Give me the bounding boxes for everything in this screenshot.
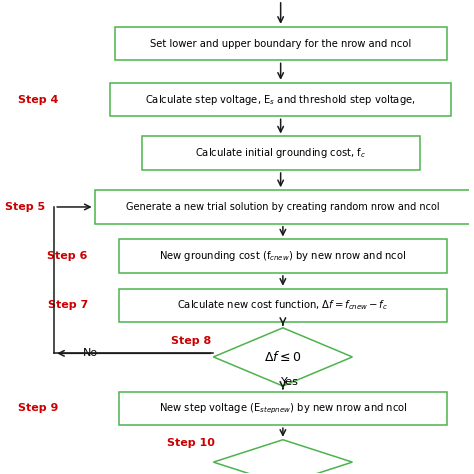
Polygon shape (213, 440, 352, 474)
Text: Step 8: Step 8 (171, 336, 211, 346)
FancyBboxPatch shape (119, 239, 447, 273)
FancyBboxPatch shape (119, 289, 447, 322)
Text: No: No (82, 348, 98, 358)
Text: Generate a new trial solution by creating random nrow and ncol: Generate a new trial solution by creatin… (126, 202, 440, 212)
Text: Step 10: Step 10 (167, 438, 215, 448)
Text: Step 4: Step 4 (18, 94, 59, 105)
Text: Calculate new cost function, $\Delta f = f_{cnew} - f_c$: Calculate new cost function, $\Delta f =… (177, 299, 389, 312)
Text: New grounding cost (f$_{cnew}$) by new nrow and ncol: New grounding cost (f$_{cnew}$) by new n… (159, 249, 407, 263)
Text: Calculate step voltage, E$_s$ and threshold step voltage,: Calculate step voltage, E$_s$ and thresh… (145, 92, 416, 107)
Text: Step 7: Step 7 (47, 301, 88, 310)
Text: Set lower and upper boundary for the nrow and ncol: Set lower and upper boundary for the nro… (150, 38, 411, 49)
Text: Calculate initial grounding cost, f$_c$: Calculate initial grounding cost, f$_c$ (195, 146, 366, 160)
FancyBboxPatch shape (115, 27, 447, 60)
Text: Step 6: Step 6 (47, 251, 88, 261)
FancyBboxPatch shape (95, 190, 471, 224)
Text: Step 9: Step 9 (18, 403, 59, 413)
Polygon shape (213, 328, 352, 386)
Text: Step 5: Step 5 (5, 202, 46, 212)
FancyBboxPatch shape (142, 137, 419, 170)
Text: $\Delta f \leq 0$: $\Delta f \leq 0$ (264, 350, 301, 364)
FancyBboxPatch shape (119, 392, 447, 425)
FancyBboxPatch shape (110, 83, 451, 116)
Text: New step voltage (E$_{stepnew}$) by new nrow and ncol: New step voltage (E$_{stepnew}$) by new … (158, 401, 407, 416)
Text: Yes: Yes (281, 376, 299, 386)
